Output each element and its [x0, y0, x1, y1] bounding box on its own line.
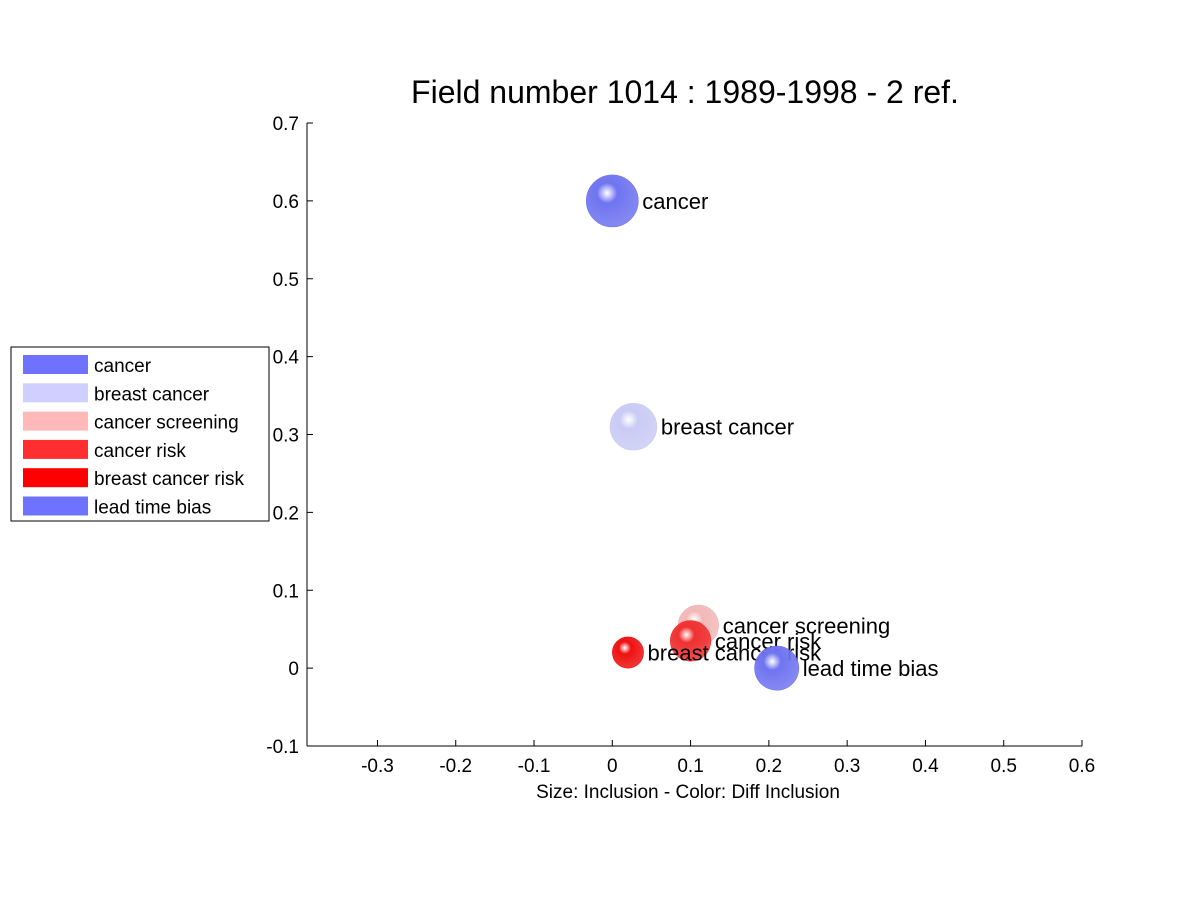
x-tick-label: 0.6	[1069, 756, 1095, 777]
legend-item-label: cancer risk	[94, 441, 186, 462]
y-tick-label: 0.7	[273, 114, 299, 135]
x-tick-label: 0.2	[756, 756, 782, 777]
bubble-point	[609, 403, 658, 451]
legend: cancer breast cancer cancer screening cance…	[10, 346, 270, 522]
legend-swatch	[23, 496, 88, 516]
legend-swatch	[23, 439, 88, 459]
legend-swatch	[23, 411, 88, 431]
legend-item-label: lead time bias	[94, 498, 211, 519]
legend-box	[10, 346, 270, 522]
x-tick-label: -0.3	[361, 756, 394, 777]
x-axis-label: Size: Inclusion - Color: Diff Inclusion	[536, 782, 840, 803]
y-tick-label: 0.6	[273, 192, 299, 213]
axes: -0.3 -0.2 -0.1 0 0.1 0.2 0.3 0.4 0.5 0.6 -0.1 0 0.1 0…	[266, 114, 1095, 777]
bubble-point	[754, 645, 800, 691]
y-tick-label: 0.1	[273, 581, 299, 602]
y-tick-label: 0	[288, 659, 299, 680]
y-tick-label: 0.2	[273, 503, 299, 524]
chart-title: Field number 1014 : 1989-1998 - 2 ref.	[411, 74, 959, 110]
legend-swatch	[23, 383, 88, 403]
x-tick-label: -0.1	[518, 756, 551, 777]
x-tick-label: 0.1	[677, 756, 703, 777]
bubble-label: cancer	[642, 189, 708, 214]
y-tick-label: 0.5	[273, 270, 299, 291]
bubble-point	[586, 174, 639, 228]
bubble-label: lead time bias	[803, 656, 939, 681]
x-tick-label: 0	[607, 756, 618, 777]
legend-item-label: cancer screening	[94, 413, 239, 434]
legend-item-label: cancer	[94, 356, 152, 377]
y-tick-label: -0.1	[266, 737, 299, 758]
y-tick-label: 0.4	[273, 348, 300, 369]
legend-swatch	[23, 355, 88, 374]
x-tick-label: 0.4	[912, 756, 939, 777]
x-tick-label: -0.2	[439, 756, 472, 777]
legend-item-label: breast cancer	[94, 384, 210, 405]
bubble-label: cancer screening	[723, 613, 891, 638]
bubble-label: breast cancer	[661, 415, 794, 440]
x-tick-label: 0.3	[834, 756, 860, 777]
bubble-point	[670, 620, 712, 662]
legend-swatch	[23, 468, 88, 488]
y-tick-label: 0.3	[273, 426, 299, 447]
legend-item-label: breast cancer risk	[94, 469, 244, 490]
bubble-point	[612, 636, 644, 669]
x-tick-label: 0.5	[991, 756, 1017, 777]
